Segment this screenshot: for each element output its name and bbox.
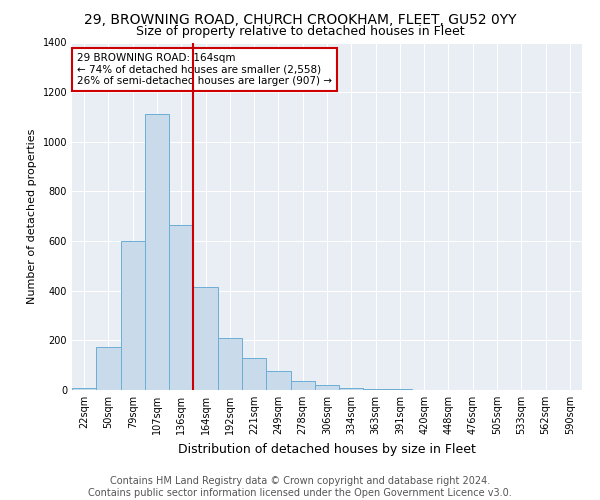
Bar xyxy=(96,346,121,390)
Text: 29 BROWNING ROAD: 164sqm
← 74% of detached houses are smaller (2,558)
26% of sem: 29 BROWNING ROAD: 164sqm ← 74% of detach… xyxy=(77,53,332,86)
Text: 29, BROWNING ROAD, CHURCH CROOKHAM, FLEET, GU52 0YY: 29, BROWNING ROAD, CHURCH CROOKHAM, FLEE… xyxy=(84,12,516,26)
Bar xyxy=(290,382,315,390)
Bar xyxy=(266,372,290,390)
Bar xyxy=(193,287,218,390)
Bar xyxy=(388,389,412,390)
Bar xyxy=(364,389,388,390)
Text: Contains HM Land Registry data © Crown copyright and database right 2024.
Contai: Contains HM Land Registry data © Crown c… xyxy=(88,476,512,498)
Bar xyxy=(315,385,339,390)
Y-axis label: Number of detached properties: Number of detached properties xyxy=(27,128,37,304)
Bar xyxy=(218,338,242,390)
Bar xyxy=(339,388,364,390)
Bar xyxy=(145,114,169,390)
Bar xyxy=(72,388,96,390)
Text: Size of property relative to detached houses in Fleet: Size of property relative to detached ho… xyxy=(136,25,464,38)
X-axis label: Distribution of detached houses by size in Fleet: Distribution of detached houses by size … xyxy=(178,442,476,456)
Bar xyxy=(169,225,193,390)
Bar xyxy=(242,358,266,390)
Bar xyxy=(121,241,145,390)
